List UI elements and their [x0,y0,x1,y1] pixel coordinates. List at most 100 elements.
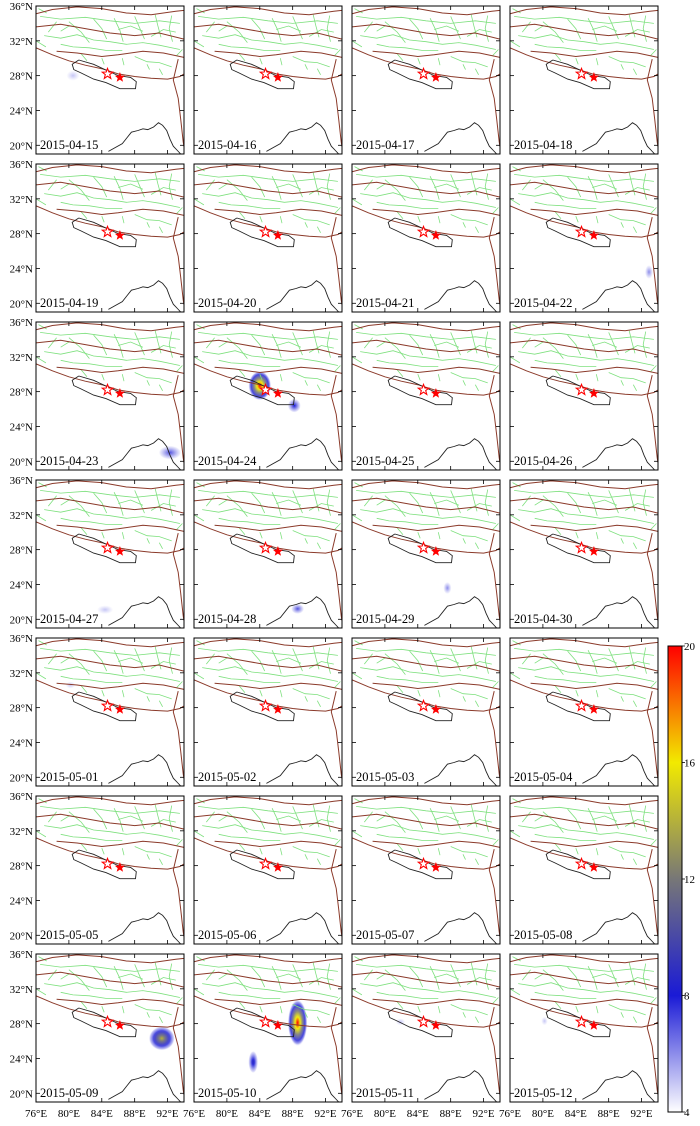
fault-line [176,49,183,56]
fault-line [121,216,125,224]
fault-line [292,214,330,226]
fault-line [650,681,657,688]
block-boundary [372,524,500,532]
panel-date-label: 2015-04-24 [198,454,257,468]
fault-line [93,650,108,672]
fault-line [409,492,424,514]
block-boundary [194,6,342,16]
fault-line [521,337,531,349]
fault-line [279,58,283,66]
fault-line [518,34,654,50]
fault-line [121,848,125,856]
fault-line [47,653,57,665]
block-boundary [214,998,342,1006]
fault-line [632,1016,637,1023]
fault-line [650,365,657,372]
fault-line [592,657,618,664]
fault-line [514,16,654,24]
fault-line [168,963,173,990]
fault-line [356,648,496,656]
fault-line [168,489,173,516]
block-boundary [56,208,184,216]
fault-line [514,332,654,340]
fault-line [587,650,598,674]
block-boundary [510,164,658,174]
block-boundary [352,837,500,870]
fault-line [194,514,205,522]
epicenter-star [588,546,599,556]
epicenter-star [588,388,599,398]
block-boundary [194,164,342,174]
block-boundary [352,181,500,198]
fault-line [44,666,180,682]
fault-line [360,982,496,998]
panel-background [510,6,658,154]
panel-background [352,638,500,786]
fault-line [450,372,488,384]
fault-line [608,688,646,700]
fault-line [554,211,562,220]
map-panel-2015-05-03: 2015-05-03 [351,637,501,787]
fault-line [218,675,281,683]
block-boundary [510,813,658,830]
fault-line [512,8,521,14]
fault-line [521,179,531,191]
fault-line [36,988,47,996]
fault-line [417,1006,421,1013]
epicenter-star [100,1014,115,1028]
fault-line [534,675,597,683]
fault-line [93,18,108,40]
epicenter-star [574,1014,589,1028]
fault-line [334,207,341,214]
fault-line [40,806,180,814]
map-panel-2015-05-11: 2015-05-11 76°E 80°E 84°E 88°E 92°E [341,953,501,1120]
fault-line [554,53,562,62]
panel-frame [35,795,185,945]
fault-line [38,956,47,962]
fault-line [308,345,334,353]
fault-line [450,1004,488,1016]
panel-frame [351,321,501,471]
map-panel-2015-05-05: 2015-05-05 20°N 24°N 28°N 32°N 36°N [10,791,185,945]
fault-line [134,1004,172,1016]
panel-date-label: 2015-04-20 [198,296,256,310]
block-boundary [36,6,184,16]
panel-background [352,164,500,312]
epicenter-star [272,862,283,872]
fault-line [292,1004,330,1016]
fault-line [512,798,521,804]
fault-line [251,808,266,830]
fault-line [437,532,441,540]
fault-line [218,359,281,367]
epicenter-star [416,224,431,238]
coastline [266,754,340,786]
block-boundary [56,524,184,532]
panel-background [194,638,342,786]
colorbar-tick-label: 4 [684,1107,690,1119]
fault-line [642,15,647,42]
map-panel-2015-04-30: 2015-04-30 [509,479,659,629]
block-boundary [488,690,500,780]
fault-line [624,345,650,353]
epicenter-star [258,698,273,712]
fault-line [134,332,145,356]
panel-background [352,480,500,628]
panel-frame [35,953,185,1103]
y-tick-label: 32°N [10,510,33,522]
fault-line [592,973,618,980]
fault-line [38,166,47,172]
fault-line [608,174,619,198]
panel-date-label: 2015-04-26 [514,454,572,468]
fault-line [632,226,637,233]
fault-line [316,858,321,865]
coastline [424,122,498,154]
map-panel-2015-04-21: 2015-04-21 [351,163,501,313]
fault-line [595,848,599,856]
fault-line [334,997,341,1004]
epicenter-star [272,1020,283,1030]
anomaly-blob [291,603,305,614]
fault-line [308,661,334,669]
panel-date-label: 2015-05-04 [514,770,573,784]
anomaly-blob [541,1016,548,1026]
block-boundary [352,971,500,988]
